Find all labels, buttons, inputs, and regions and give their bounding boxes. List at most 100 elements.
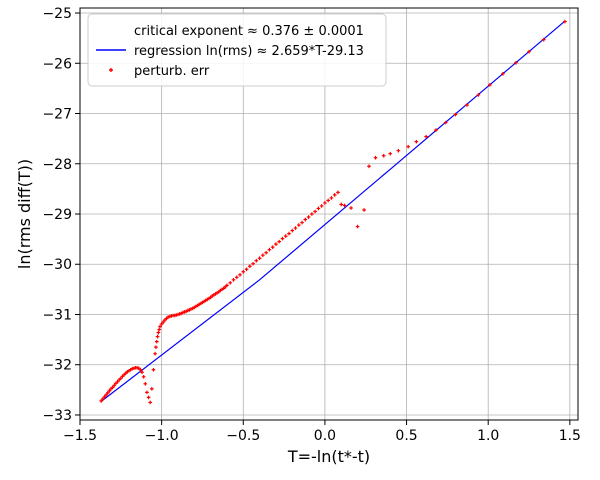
data-point <box>104 393 108 397</box>
y-tick-label: −25 <box>42 6 72 22</box>
data-point <box>225 283 229 288</box>
y-tick-label: −29 <box>42 207 72 223</box>
data-point <box>248 264 252 269</box>
perturb-err-points <box>99 19 567 405</box>
data-point <box>264 250 268 255</box>
data-point <box>146 395 151 400</box>
data-point <box>300 220 304 225</box>
x-tick-label: 0.5 <box>395 428 417 444</box>
data-point <box>228 281 233 285</box>
data-point <box>362 208 366 212</box>
x-axis: −1.5 −1.0 −0.5 0.0 0.5 1.0 1.5 <box>63 420 581 444</box>
data-point <box>153 351 157 356</box>
data-point <box>251 261 255 266</box>
legend: critical exponent ≈ 0.376 ± 0.0001 regres… <box>87 13 387 87</box>
data-point <box>443 120 448 125</box>
x-tick-label: −1.5 <box>63 428 97 444</box>
y-tick-label: −31 <box>42 307 72 323</box>
data-point <box>367 164 371 169</box>
data-point <box>140 370 144 375</box>
data-point <box>501 72 505 76</box>
data-point <box>257 256 262 261</box>
data-point <box>119 376 123 381</box>
data-point <box>99 399 104 403</box>
data-point <box>112 383 117 388</box>
data-point <box>157 327 161 332</box>
data-point <box>148 400 153 405</box>
data-point <box>267 247 272 252</box>
data-point <box>150 387 154 391</box>
data-point <box>306 215 311 219</box>
y-tick-label: −32 <box>42 358 72 374</box>
data-point <box>141 374 146 379</box>
data-point <box>145 390 149 395</box>
data-point <box>355 224 360 229</box>
data-point <box>313 209 317 214</box>
data-point <box>107 389 112 393</box>
x-tick-label: −1.0 <box>145 428 179 444</box>
data-point <box>527 49 531 54</box>
data-point <box>339 202 344 207</box>
y-tick-label: −28 <box>42 157 72 173</box>
data-point <box>151 367 156 372</box>
data-point <box>241 269 246 274</box>
data-point <box>406 144 410 149</box>
x-tick-label: 1.0 <box>477 428 499 444</box>
data-point <box>541 37 546 42</box>
data-point <box>342 203 347 208</box>
data-point <box>161 320 166 324</box>
data-point <box>381 153 386 158</box>
data-point <box>156 330 161 335</box>
grid-lines <box>79 8 578 420</box>
data-point <box>388 151 393 156</box>
data-point <box>155 334 160 339</box>
data-point <box>154 339 159 344</box>
data-point <box>244 267 249 272</box>
data-point <box>283 234 288 238</box>
data-point <box>323 201 327 205</box>
data-point <box>270 245 275 249</box>
data-point <box>154 345 158 349</box>
data-point <box>261 253 265 257</box>
data-point <box>231 278 236 282</box>
data-point <box>296 223 301 227</box>
data-point <box>110 385 115 390</box>
data-point <box>424 134 428 139</box>
legend-entry: critical exponent ≈ 0.376 ± 0.0001 <box>134 24 364 39</box>
y-tick-label: −33 <box>42 408 72 424</box>
data-point <box>310 212 314 216</box>
legend-marker-swatch <box>109 68 113 72</box>
legend-box <box>87 13 387 87</box>
y-tick-label: −26 <box>42 56 72 72</box>
data-point <box>287 231 291 236</box>
data-point <box>332 193 337 197</box>
data-point <box>349 206 353 210</box>
legend-entry: perturb. err <box>134 64 210 79</box>
data-point <box>488 83 492 87</box>
data-point <box>319 204 324 208</box>
data-point <box>373 155 378 160</box>
data-point <box>159 322 164 326</box>
data-point <box>234 275 239 280</box>
data-point <box>277 239 281 244</box>
x-tick-label: 0.0 <box>314 428 336 444</box>
data-point <box>434 128 438 132</box>
data-point <box>280 236 285 241</box>
y-tick-label: −27 <box>42 107 72 123</box>
data-point <box>105 391 110 395</box>
data-point <box>465 103 469 107</box>
data-point <box>143 382 148 386</box>
x-axis-label: T=-ln(t*-t) <box>287 447 370 466</box>
plot-area <box>99 19 567 405</box>
y-axis-label: ln(rms diff(T)) <box>15 159 34 269</box>
data-point <box>274 242 278 246</box>
data-point <box>101 397 105 401</box>
data-point <box>514 60 518 65</box>
x-tick-label: 1.5 <box>559 428 581 444</box>
data-point <box>158 324 162 329</box>
data-point <box>329 196 334 200</box>
data-point <box>303 217 308 222</box>
data-point <box>254 258 259 263</box>
data-point <box>336 190 340 195</box>
